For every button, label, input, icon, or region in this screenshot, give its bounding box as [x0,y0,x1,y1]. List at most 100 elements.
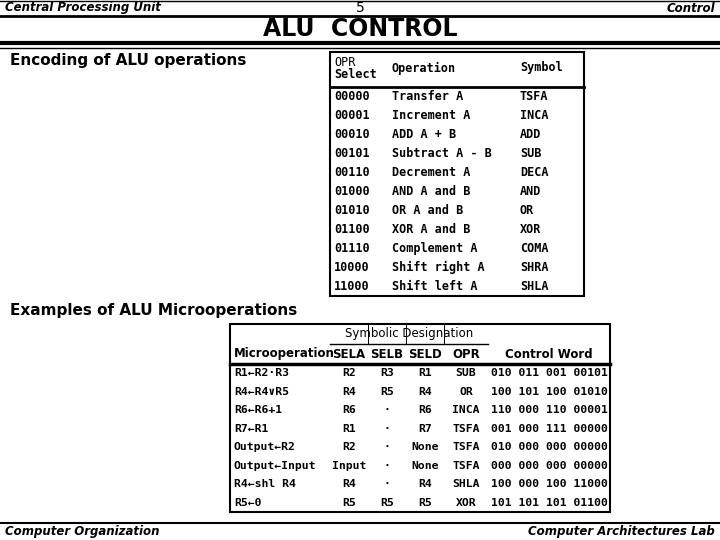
Text: 01110: 01110 [334,242,369,255]
Text: Shift right A: Shift right A [392,261,485,274]
Text: 110 000 110 00001: 110 000 110 00001 [490,405,608,415]
Text: Input: Input [332,461,366,471]
Text: TSFA: TSFA [452,461,480,471]
Text: SUB: SUB [456,368,477,378]
Text: R4←R4∨R5: R4←R4∨R5 [234,387,289,397]
Text: 001 000 111 00000: 001 000 111 00000 [490,424,608,434]
Text: OPR: OPR [334,56,356,69]
Text: R4: R4 [342,480,356,489]
Text: ADD: ADD [520,128,541,141]
Text: 00110: 00110 [334,166,369,179]
Text: ADD A + B: ADD A + B [392,128,456,141]
Text: R5: R5 [418,498,432,508]
Text: Encoding of ALU operations: Encoding of ALU operations [10,52,246,68]
Text: Subtract A - B: Subtract A - B [392,147,492,160]
Text: INCA: INCA [520,109,549,122]
Text: ·: · [384,461,390,471]
Text: ·: · [384,480,390,489]
Text: TSFA: TSFA [452,424,480,434]
Text: Symbolic Designation: Symbolic Designation [345,327,473,341]
Text: OPR: OPR [452,348,480,361]
Text: Computer Architectures Lab: Computer Architectures Lab [528,524,715,537]
Text: R5: R5 [380,498,394,508]
Text: 101 101 101 01100: 101 101 101 01100 [490,498,608,508]
Text: Increment A: Increment A [392,109,470,122]
Text: SUB: SUB [520,147,541,160]
Text: COMA: COMA [520,242,549,255]
Text: SELB: SELB [371,348,403,361]
Text: None: None [411,442,438,453]
Text: Microoperation: Microoperation [234,348,335,361]
Text: SELD: SELD [408,348,442,361]
Text: 100 000 100 11000: 100 000 100 11000 [490,480,608,489]
Text: R4: R4 [418,480,432,489]
Text: OR: OR [520,204,534,217]
Text: R1←R2·R3: R1←R2·R3 [234,368,289,378]
Text: XOR A and B: XOR A and B [392,223,470,236]
Text: XOR: XOR [520,223,541,236]
Text: ·: · [384,424,390,434]
Text: Decrement A: Decrement A [392,166,470,179]
Text: 01000: 01000 [334,185,369,198]
Text: OR A and B: OR A and B [392,204,463,217]
Text: Output←R2: Output←R2 [234,442,296,453]
Text: R7: R7 [418,424,432,434]
Text: None: None [411,461,438,471]
Bar [330,52,584,296]
Text: Control: Control [667,2,715,15]
Text: 11000: 11000 [334,280,369,293]
Text: DECA: DECA [520,166,549,179]
Text: R1: R1 [342,424,356,434]
Text: ·: · [384,442,390,453]
Text: 00101: 00101 [334,147,369,160]
Text: R2: R2 [342,442,356,453]
Text: SHRA: SHRA [520,261,549,274]
Text: Symbol: Symbol [520,62,563,75]
Text: R5←0: R5←0 [234,498,261,508]
Text: R6←R6+1: R6←R6+1 [234,405,282,415]
Text: 00000: 00000 [334,90,369,103]
Text: R6: R6 [418,405,432,415]
Text: R5: R5 [342,498,356,508]
Text: R4: R4 [418,387,432,397]
Text: OR: OR [459,387,473,397]
Text: R3: R3 [380,368,394,378]
Text: AND A and B: AND A and B [392,185,470,198]
Text: 01010: 01010 [334,204,369,217]
Text: R5: R5 [380,387,394,397]
Text: 10000: 10000 [334,261,369,274]
Text: R7←R1: R7←R1 [234,424,269,434]
Text: R1: R1 [418,368,432,378]
Text: 00010: 00010 [334,128,369,141]
Text: R6: R6 [342,405,356,415]
Text: Control Word: Control Word [505,348,593,361]
Text: Computer Organization: Computer Organization [5,524,160,537]
Text: AND: AND [520,185,541,198]
Text: 100 101 100 01010: 100 101 100 01010 [490,387,608,397]
Text: Output←Input: Output←Input [234,461,317,471]
Text: SHLA: SHLA [520,280,549,293]
Text: SHLA: SHLA [452,480,480,489]
Text: R2: R2 [342,368,356,378]
Text: R4: R4 [342,387,356,397]
Text: TSFA: TSFA [520,90,549,103]
Text: 00001: 00001 [334,109,369,122]
Text: R4←shl R4: R4←shl R4 [234,480,296,489]
Text: XOR: XOR [456,498,477,508]
Text: ALU  CONTROL: ALU CONTROL [263,17,457,41]
Text: ·: · [384,405,390,415]
Text: INCA: INCA [452,405,480,415]
Text: Complement A: Complement A [392,242,477,255]
Text: Examples of ALU Microoperations: Examples of ALU Microoperations [10,302,297,318]
Text: Select: Select [334,68,377,80]
Text: 010 000 000 00000: 010 000 000 00000 [490,442,608,453]
Text: 010 011 001 00101: 010 011 001 00101 [490,368,608,378]
Text: Central Processing Unit: Central Processing Unit [5,2,161,15]
Text: SELA: SELA [333,348,366,361]
Text: Shift left A: Shift left A [392,280,477,293]
Text: Transfer A: Transfer A [392,90,463,103]
Text: Operation: Operation [392,62,456,75]
Text: 5: 5 [356,1,364,15]
Text: 01100: 01100 [334,223,369,236]
Text: 000 000 000 00000: 000 000 000 00000 [490,461,608,471]
